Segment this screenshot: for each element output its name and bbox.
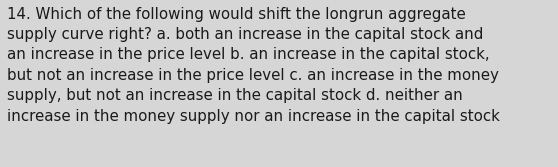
Text: 14. Which of the following would shift the longrun aggregate
supply curve right?: 14. Which of the following would shift t… <box>7 7 499 124</box>
